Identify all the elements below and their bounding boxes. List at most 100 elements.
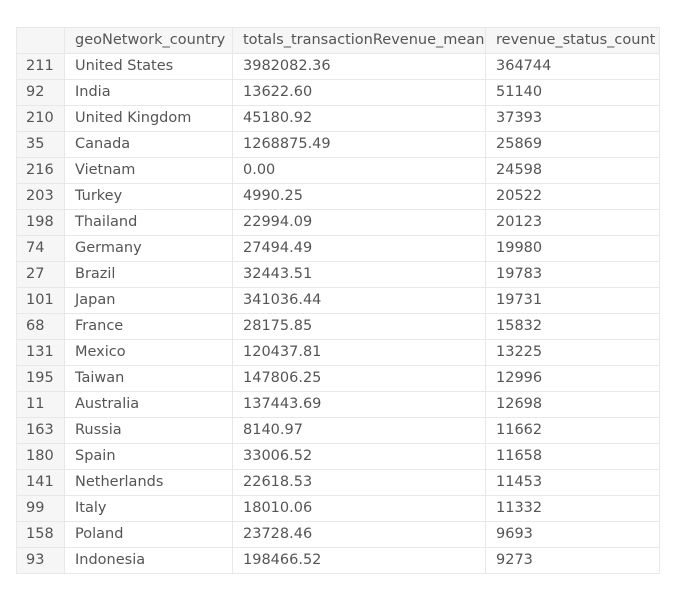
row-index: 203 [16,183,65,210]
cell-country: France [64,313,233,340]
table-body: 211 United States 3982082.36 364744 92 India 1… [16,53,660,574]
table-row: 92 India 13622.60 51140 [16,79,660,106]
cell-revenue-mean: 137443.69 [232,391,486,418]
column-header-status-count: revenue_status_count [485,27,660,54]
cell-revenue-mean: 28175.85 [232,313,486,340]
cell-country: United States [64,53,233,80]
cell-revenue-mean: 18010.06 [232,495,486,522]
row-index: 68 [16,313,65,340]
cell-country: Taiwan [64,365,233,392]
cell-revenue-mean: 8140.97 [232,417,486,444]
row-index: 195 [16,365,65,392]
cell-country: Spain [64,443,233,470]
row-index: 198 [16,209,65,236]
row-index: 35 [16,131,65,158]
cell-country: Netherlands [64,469,233,496]
cell-country: Australia [64,391,233,418]
table-header-row: geoNetwork_country totals_transactionRev… [16,27,660,54]
cell-country: India [64,79,233,106]
cell-country: Vietnam [64,157,233,184]
cell-status-count: 12698 [485,391,660,418]
row-index: 99 [16,495,65,522]
cell-country: Germany [64,235,233,262]
cell-revenue-mean: 198466.52 [232,547,486,574]
cell-revenue-mean: 341036.44 [232,287,486,314]
cell-status-count: 11332 [485,495,660,522]
table-row: 211 United States 3982082.36 364744 [16,53,660,80]
row-index: 131 [16,339,65,366]
cell-revenue-mean: 32443.51 [232,261,486,288]
cell-revenue-mean: 13622.60 [232,79,486,106]
table-row: 101 Japan 341036.44 19731 [16,287,660,314]
cell-status-count: 11658 [485,443,660,470]
cell-status-count: 13225 [485,339,660,366]
dataframe-output: geoNetwork_country totals_transactionRev… [16,27,660,574]
cell-status-count: 11662 [485,417,660,444]
cell-status-count: 9273 [485,547,660,574]
cell-status-count: 51140 [485,79,660,106]
row-index: 74 [16,235,65,262]
column-header-revenue-mean: totals_transactionRevenue_mean [232,27,486,54]
cell-country: Thailand [64,209,233,236]
cell-status-count: 15832 [485,313,660,340]
table-row: 11 Australia 137443.69 12698 [16,391,660,418]
cell-country: Russia [64,417,233,444]
cell-status-count: 11453 [485,469,660,496]
table-row: 158 Poland 23728.46 9693 [16,521,660,548]
cell-revenue-mean: 4990.25 [232,183,486,210]
cell-revenue-mean: 0.00 [232,157,486,184]
cell-status-count: 19783 [485,261,660,288]
row-index: 92 [16,79,65,106]
cell-country: Japan [64,287,233,314]
table-row: 216 Vietnam 0.00 24598 [16,157,660,184]
table-row: 131 Mexico 120437.81 13225 [16,339,660,366]
row-index: 211 [16,53,65,80]
cell-revenue-mean: 120437.81 [232,339,486,366]
table-row: 141 Netherlands 22618.53 11453 [16,469,660,496]
column-header-country: geoNetwork_country [64,27,233,54]
row-index: 158 [16,521,65,548]
table-row: 27 Brazil 32443.51 19783 [16,261,660,288]
table-row: 68 France 28175.85 15832 [16,313,660,340]
cell-revenue-mean: 33006.52 [232,443,486,470]
cell-country: Italy [64,495,233,522]
cell-revenue-mean: 22994.09 [232,209,486,236]
cell-status-count: 20522 [485,183,660,210]
cell-status-count: 12996 [485,365,660,392]
row-index: 141 [16,469,65,496]
cell-country: Brazil [64,261,233,288]
cell-status-count: 9693 [485,521,660,548]
table-row: 210 United Kingdom 45180.92 37393 [16,105,660,132]
dataframe-table: geoNetwork_country totals_transactionRev… [16,27,660,574]
cell-status-count: 24598 [485,157,660,184]
cell-country: United Kingdom [64,105,233,132]
row-index: 101 [16,287,65,314]
row-index: 27 [16,261,65,288]
row-index: 216 [16,157,65,184]
cell-country: Mexico [64,339,233,366]
cell-status-count: 19731 [485,287,660,314]
cell-country: Poland [64,521,233,548]
table-row: 198 Thailand 22994.09 20123 [16,209,660,236]
table-row: 163 Russia 8140.97 11662 [16,417,660,444]
cell-revenue-mean: 45180.92 [232,105,486,132]
table-row: 99 Italy 18010.06 11332 [16,495,660,522]
cell-revenue-mean: 22618.53 [232,469,486,496]
cell-country: Turkey [64,183,233,210]
table-row: 195 Taiwan 147806.25 12996 [16,365,660,392]
cell-status-count: 364744 [485,53,660,80]
cell-revenue-mean: 23728.46 [232,521,486,548]
cell-status-count: 19980 [485,235,660,262]
row-index: 210 [16,105,65,132]
table-row: 74 Germany 27494.49 19980 [16,235,660,262]
cell-status-count: 25869 [485,131,660,158]
table-row: 203 Turkey 4990.25 20522 [16,183,660,210]
cell-revenue-mean: 147806.25 [232,365,486,392]
table-row: 93 Indonesia 198466.52 9273 [16,547,660,574]
table-row: 35 Canada 1268875.49 25869 [16,131,660,158]
row-index: 163 [16,417,65,444]
cell-status-count: 37393 [485,105,660,132]
cell-revenue-mean: 1268875.49 [232,131,486,158]
cell-country: Canada [64,131,233,158]
cell-country: Indonesia [64,547,233,574]
